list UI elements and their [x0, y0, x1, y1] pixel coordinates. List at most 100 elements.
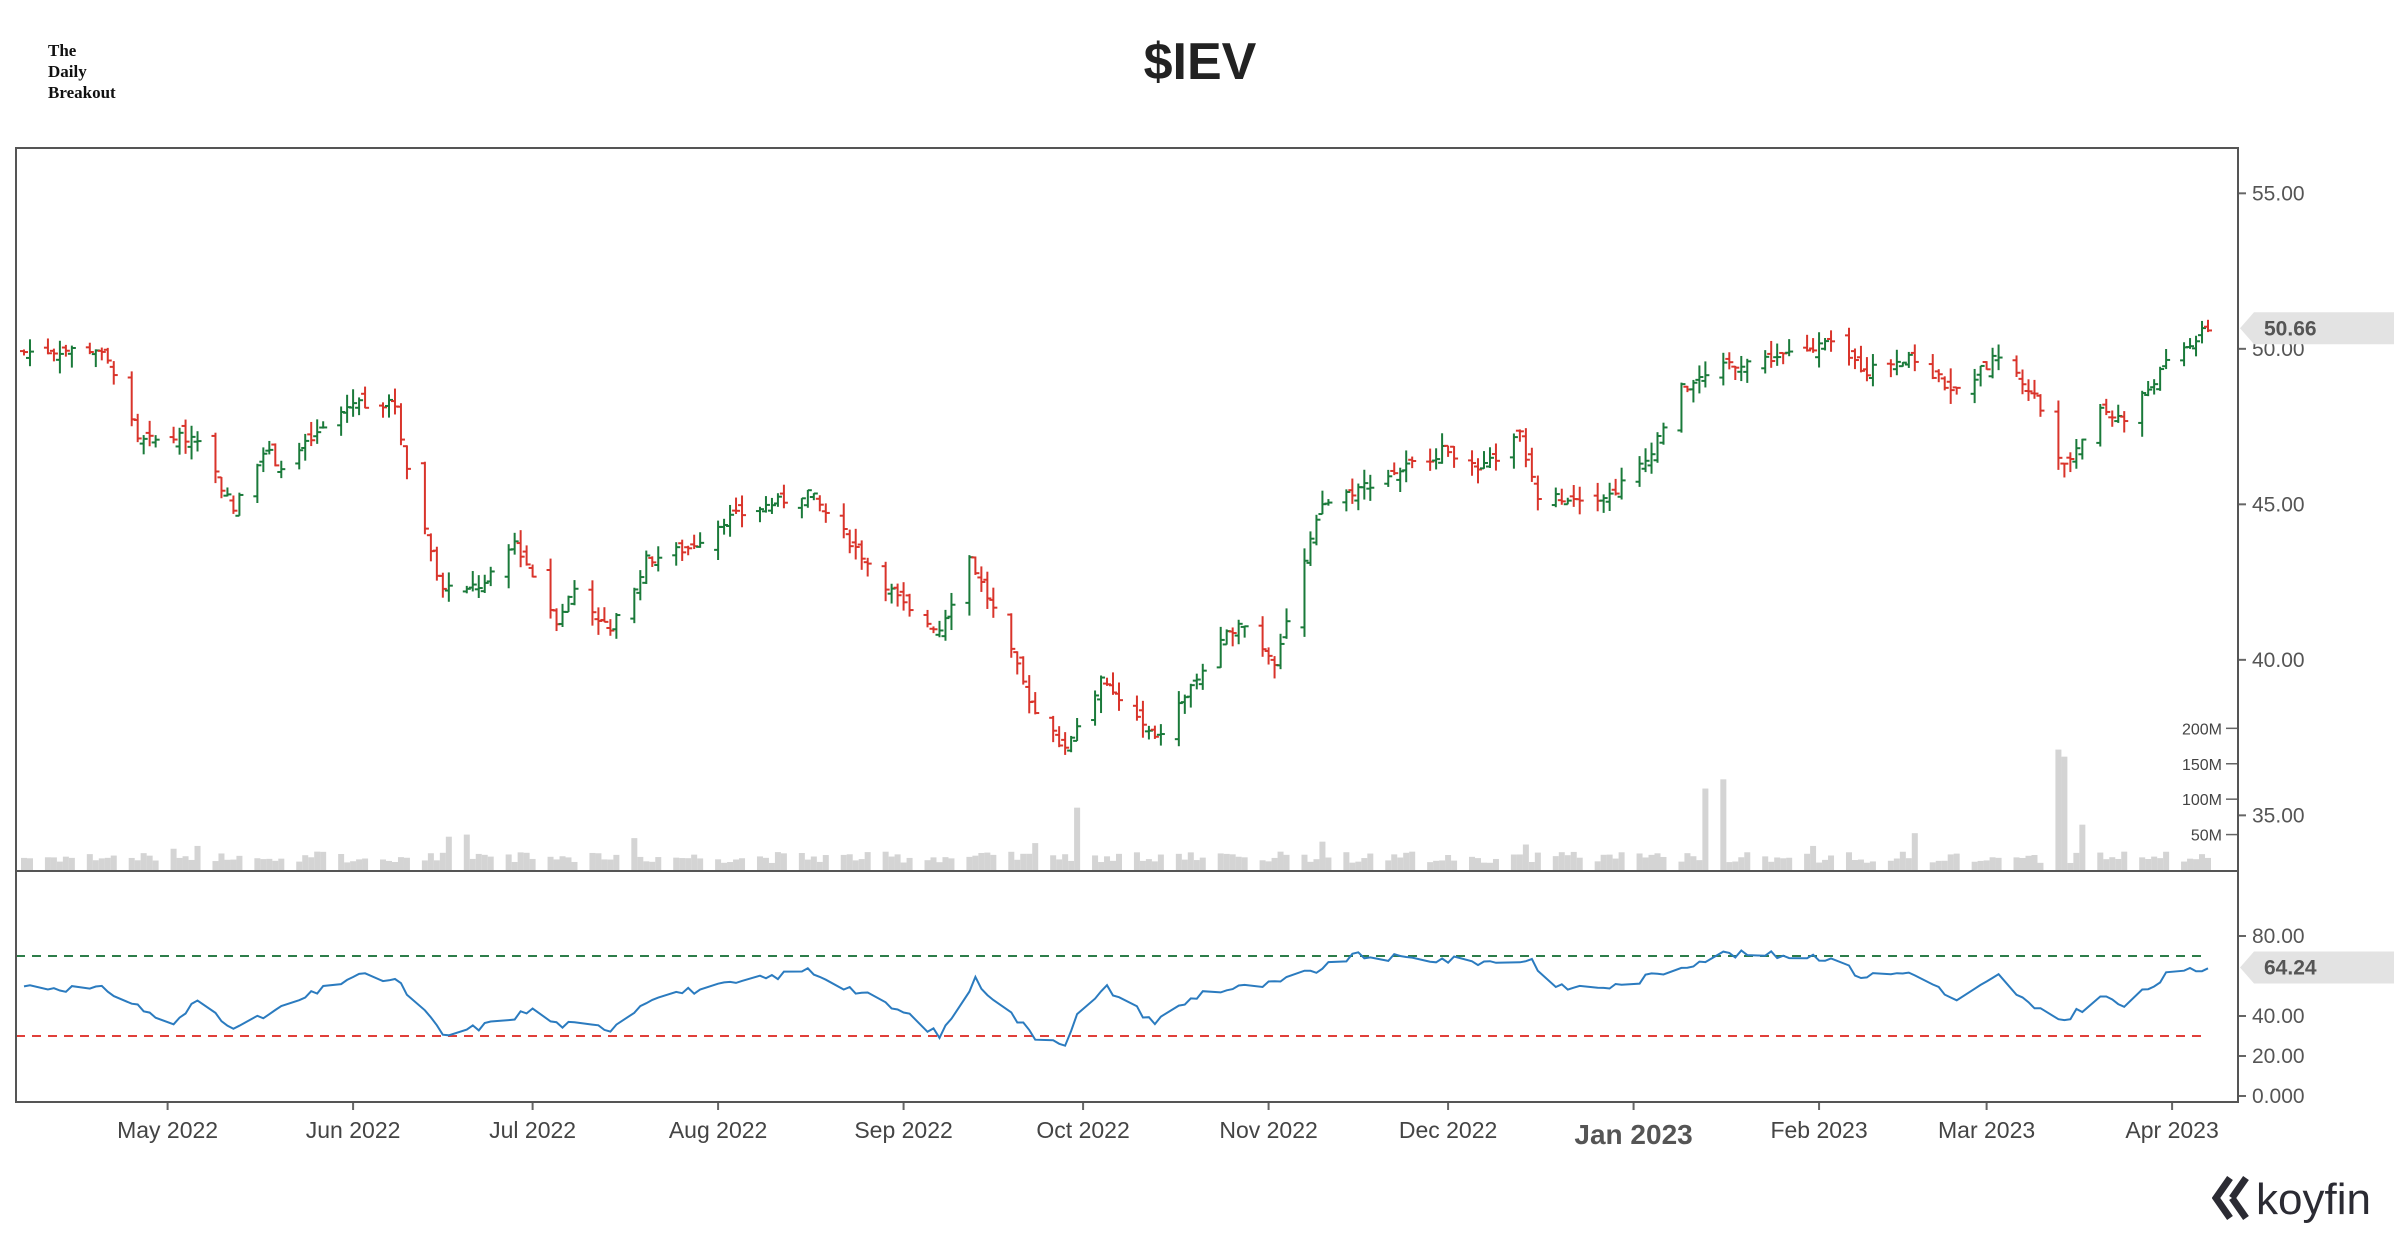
volume-bar	[906, 857, 913, 870]
last-price-badge: 50.66	[2240, 312, 2394, 345]
volume-bar	[176, 857, 183, 870]
volume-bar	[810, 856, 817, 870]
ohlc-bar	[1934, 369, 1943, 383]
volume-bar	[188, 859, 195, 870]
volume-bar	[1899, 851, 1906, 870]
volume-bar	[2067, 862, 2074, 870]
ohlc-bar	[480, 574, 489, 594]
volume-bar	[894, 854, 901, 870]
volume-bar	[86, 854, 93, 870]
volume-bar	[1552, 856, 1559, 870]
volume-bar	[2205, 857, 2211, 870]
ohlc-bar	[1635, 456, 1644, 487]
volume-bar	[727, 862, 734, 870]
volume-bar	[21, 857, 27, 870]
ohlc-bar	[1653, 432, 1662, 463]
ohlc-bar	[1348, 478, 1357, 504]
ohlc-bar	[211, 432, 220, 484]
ohlc-bar	[965, 555, 974, 616]
rsi-line	[23, 949, 2209, 1047]
ohlc-bar	[1611, 478, 1620, 496]
volume-bar	[529, 858, 536, 870]
volume-bar	[439, 852, 446, 870]
volume-bar	[463, 834, 470, 870]
volume-bar	[2025, 855, 2032, 870]
ohlc-bar	[2192, 335, 2201, 357]
ohlc-bar	[295, 442, 304, 470]
volume-bar	[559, 856, 566, 870]
ohlc-bar	[355, 397, 364, 416]
volume-bar	[774, 852, 781, 870]
volume-bar	[1935, 860, 1942, 870]
volume-bar	[1181, 859, 1188, 870]
volume-bar	[780, 853, 787, 870]
ohlc-bar	[684, 545, 693, 556]
ohlc-bar	[1342, 489, 1351, 512]
volume-bar	[1863, 862, 1870, 870]
volume-bar	[1684, 853, 1691, 870]
volume-bar	[356, 859, 363, 870]
ohlc-bar	[1803, 334, 1812, 352]
volume-bar	[924, 860, 931, 870]
volume-bar	[1534, 852, 1541, 870]
ohlc-bar	[2024, 379, 2033, 401]
volume-bar	[1947, 854, 1954, 870]
volume-bar	[1056, 859, 1063, 870]
ohlc-bar	[570, 580, 579, 606]
volume-bar	[1660, 856, 1667, 870]
volume-bar	[1762, 856, 1769, 870]
ohlc-bar	[893, 583, 902, 607]
koyfin-logo: koyfin	[2212, 1175, 2371, 1224]
volume-bar	[1349, 862, 1356, 870]
ohlc-bar	[1527, 447, 1536, 482]
volume-bar	[344, 862, 351, 870]
volume-bar	[1810, 845, 1817, 870]
ohlc-bar	[1743, 358, 1752, 383]
ohlc-bar	[444, 572, 453, 602]
volume-bar	[1439, 860, 1446, 870]
x-tick-label: Apr 2023	[2125, 1117, 2218, 1143]
ohlc-bar	[1228, 627, 1237, 647]
ohlc-bar	[839, 503, 848, 539]
ohlc-bar	[1270, 656, 1279, 679]
ohlc-bar	[857, 540, 866, 570]
volume-bar	[1804, 853, 1811, 870]
ohlc-bar	[343, 394, 352, 423]
ohlc-bar	[588, 580, 597, 626]
ohlc-bar	[1450, 445, 1459, 468]
ohlc-bar	[1097, 675, 1106, 714]
volume-bar	[643, 861, 650, 870]
volume-bar	[2181, 861, 2188, 870]
ohlc-bar	[55, 340, 64, 374]
volume-bar	[571, 861, 578, 870]
volume-bar	[1642, 857, 1649, 870]
volume-bar	[816, 861, 823, 870]
volume-bar	[846, 854, 853, 870]
ohlc-bar	[1617, 467, 1626, 500]
ohlc-bar	[863, 557, 872, 577]
ohlc-bar	[2180, 342, 2189, 367]
volume-bar	[756, 856, 763, 870]
volume-bar	[104, 857, 111, 870]
ohlc-bar	[307, 421, 316, 447]
x-tick-label: Jan 2023	[1574, 1119, 1692, 1150]
volume-bar	[487, 856, 494, 870]
volume-bar	[1115, 853, 1122, 870]
volume-bar	[1451, 860, 1458, 870]
volume-bar	[822, 855, 829, 870]
volume-bar	[1217, 853, 1224, 870]
volume-bar	[1032, 843, 1039, 870]
ohlc-bar	[726, 504, 735, 537]
volume-bar	[230, 859, 237, 870]
ohlc-bar	[654, 546, 663, 572]
ohlc-bar	[1659, 422, 1668, 445]
ohlc-bar	[1809, 338, 1818, 353]
ohlc-bar	[1910, 344, 1919, 372]
ohlc-bar	[845, 529, 854, 554]
ohlc-bar	[193, 431, 202, 452]
ohlc-bar	[2144, 380, 2153, 397]
ohlc-bar	[1641, 448, 1650, 473]
ohlc-bar	[1258, 616, 1267, 657]
ohlc-bar	[1432, 448, 1441, 470]
